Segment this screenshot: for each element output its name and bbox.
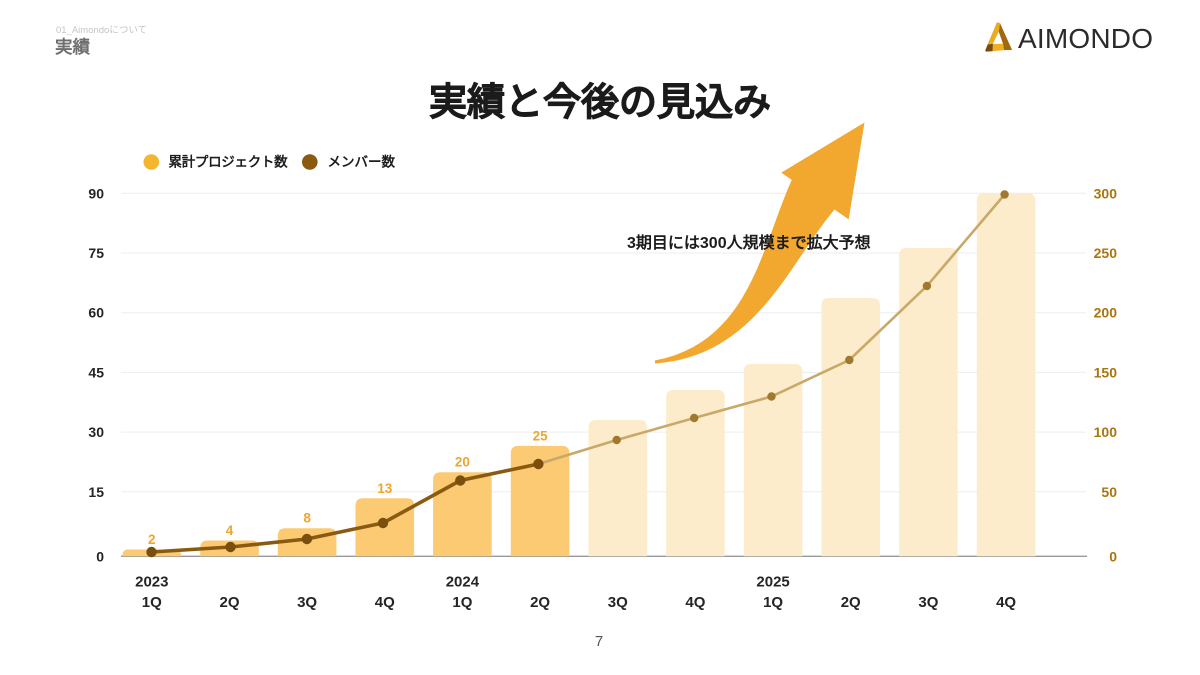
svg-text:75: 75 [88,245,104,261]
svg-text:4Q: 4Q [375,594,395,611]
svg-text:300: 300 [1094,185,1118,201]
svg-text:60: 60 [88,305,104,321]
svg-text:0: 0 [96,548,104,564]
svg-text:2Q: 2Q [530,594,550,611]
svg-text:150: 150 [1094,364,1118,380]
svg-text:4Q: 4Q [685,594,705,611]
svg-text:3期目には300人規模まで拡大予想: 3期目には300人規模まで拡大予想 [627,233,871,252]
svg-text:2: 2 [148,532,156,547]
svg-text:4Q: 4Q [996,594,1016,611]
svg-text:0: 0 [1109,548,1117,564]
svg-text:1Q: 1Q [763,594,783,611]
svg-text:2Q: 2Q [219,594,239,611]
svg-text:25: 25 [533,428,549,443]
svg-text:200: 200 [1094,305,1118,321]
svg-text:45: 45 [88,364,104,380]
svg-text:2025: 2025 [756,574,789,591]
svg-text:90: 90 [88,185,104,201]
svg-text:15: 15 [88,484,104,500]
svg-text:20: 20 [455,455,470,470]
svg-text:3Q: 3Q [297,594,317,611]
svg-text:1Q: 1Q [452,594,472,611]
svg-text:3Q: 3Q [918,594,938,611]
svg-text:4: 4 [226,523,234,538]
svg-text:累計プロジェクト数: 累計プロジェクト数 [169,154,289,170]
svg-text:8: 8 [303,511,311,526]
svg-text:100: 100 [1094,424,1118,440]
svg-text:30: 30 [88,424,104,440]
svg-text:2Q: 2Q [841,594,861,611]
svg-text:2024: 2024 [446,574,480,591]
svg-text:50: 50 [1101,484,1117,500]
svg-text:3Q: 3Q [608,594,628,611]
svg-text:13: 13 [377,481,393,496]
svg-text:7: 7 [595,633,603,650]
svg-text:1Q: 1Q [142,594,162,611]
svg-text:250: 250 [1094,245,1118,261]
svg-text:2023: 2023 [135,574,168,591]
svg-text:メンバー数: メンバー数 [328,154,396,170]
